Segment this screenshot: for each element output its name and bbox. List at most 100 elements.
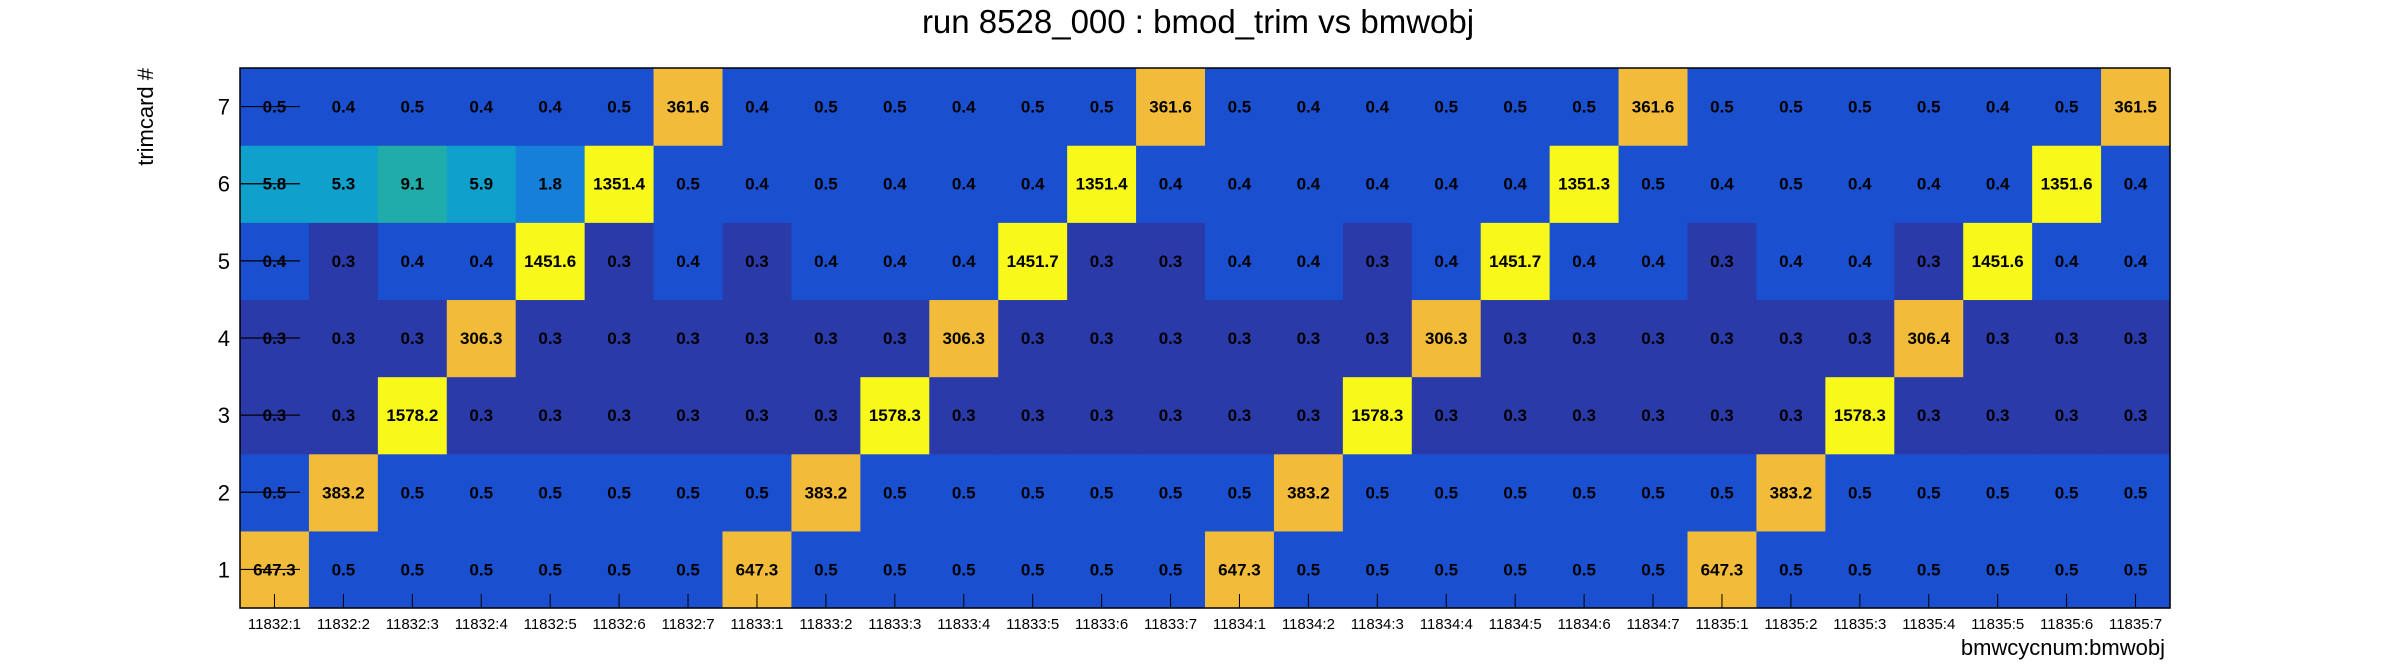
heatmap-cell [1067, 299, 1137, 378]
x-tick-label: 11834:1 [1213, 616, 1266, 633]
heatmap-cell [929, 145, 999, 223]
heatmap-cell [2032, 453, 2102, 532]
cell-value-label: 0.4 [814, 252, 838, 271]
cell-value-label: 0.5 [1917, 483, 1941, 502]
cell-value-label: 0.5 [1090, 483, 1114, 502]
cell-value-label: 0.3 [332, 252, 356, 271]
cell-value-label: 0.5 [1986, 483, 2010, 502]
heatmap-cell [1067, 145, 1137, 223]
heatmap-cell [1342, 145, 1413, 223]
x-axis-label: bmwcycnum:bmwobj [1961, 635, 2165, 660]
heatmap-cell [1756, 376, 1826, 455]
heatmap-cell [1894, 453, 1964, 532]
heatmap-cell [653, 68, 724, 146]
cell-value-label: 0.5 [1917, 560, 1941, 579]
cell-value-label: 0.3 [1917, 406, 1941, 425]
heatmap-cell [446, 299, 517, 378]
y-tick-label: 2 [218, 480, 230, 505]
cell-value-label: 0.5 [1434, 560, 1458, 579]
cell-value-label: 0.4 [1986, 175, 2010, 194]
cell-value-label: 0.5 [2124, 560, 2148, 579]
heatmap-cell [377, 145, 448, 223]
cell-value-label: 0.4 [1710, 175, 1734, 194]
cell-value-label: 0.5 [952, 560, 976, 579]
cell-value-label: 0.4 [1641, 252, 1665, 271]
heatmap-cell [929, 376, 999, 455]
heatmap-cell [722, 222, 793, 301]
cell-value-label: 0.5 [400, 560, 424, 579]
cell-value-label: 0.4 [1228, 175, 1252, 194]
heatmap-cell [446, 453, 517, 532]
heatmap-cell [377, 299, 448, 378]
heatmap-cell [515, 453, 586, 532]
cell-value-label: 0.4 [952, 98, 976, 117]
heatmap-cell [1549, 222, 1620, 301]
cell-value-label: 0.5 [400, 483, 424, 502]
cell-value-label: 0.5 [1365, 560, 1389, 579]
cell-value-label: 5.9 [469, 175, 493, 194]
heatmap-cell [1411, 453, 1482, 532]
heatmap-cell [1205, 299, 1275, 378]
cell-value-label: 0.3 [1228, 329, 1252, 348]
heatmap-cell [1687, 376, 1758, 455]
cell-value-label: 0.5 [1710, 483, 1734, 502]
cell-value-label: 1351.4 [593, 175, 646, 194]
cell-value-label: 0.4 [745, 98, 769, 117]
cell-value-label: 0.5 [469, 483, 493, 502]
cell-value-label: 0.5 [883, 483, 907, 502]
x-tick-label: 11833:2 [799, 616, 852, 633]
heatmap-cell [584, 376, 655, 455]
heatmap-cell [1549, 299, 1620, 378]
cell-value-label: 0.4 [1365, 98, 1389, 117]
x-tick-label: 11834:2 [1282, 616, 1335, 633]
cell-value-label: 0.3 [1779, 406, 1803, 425]
cell-value-label: 0.5 [814, 560, 838, 579]
cell-value-label: 306.4 [1907, 329, 1950, 348]
cell-value-label: 0.5 [676, 483, 700, 502]
cell-value-label: 0.3 [1365, 252, 1389, 271]
x-tick-label: 11833:3 [868, 616, 921, 633]
heatmap-cell [515, 376, 586, 455]
cell-value-label: 383.2 [322, 483, 365, 502]
heatmap-cell [1687, 222, 1758, 301]
heatmap-cell [1480, 145, 1551, 223]
heatmap-cell [1756, 68, 1826, 146]
heatmap-cell [1136, 453, 1206, 532]
heatmap-cell [1136, 299, 1206, 378]
heatmap-cell [1342, 68, 1413, 146]
heatmap-cell [1067, 376, 1137, 455]
heatmap-cell [1273, 299, 1344, 378]
heatmap-cell [1825, 299, 1895, 378]
heatmap-cell [1342, 376, 1413, 455]
heatmap-cell [1963, 145, 2033, 223]
cell-value-label: 0.3 [1434, 406, 1458, 425]
cell-value-label: 0.5 [1434, 483, 1458, 502]
cell-value-label: 0.5 [1986, 560, 2010, 579]
cell-value-label: 0.5 [538, 483, 562, 502]
heatmap-cell [860, 299, 930, 378]
cell-value-label: 0.5 [1641, 483, 1665, 502]
cell-value-label: 0.3 [952, 406, 976, 425]
heatmap-cell [791, 376, 861, 455]
cell-value-label: 0.3 [1090, 329, 1114, 348]
cell-value-label: 0.3 [1297, 406, 1321, 425]
heatmap-cell [1480, 376, 1551, 455]
x-tick-label: 11833:7 [1144, 616, 1197, 633]
cell-value-label: 306.3 [460, 329, 503, 348]
cell-value-label: 0.5 [1228, 483, 1252, 502]
cell-value-label: 0.3 [2124, 329, 2148, 348]
heatmap-cell [722, 68, 793, 146]
cell-value-label: 0.5 [1572, 98, 1596, 117]
cell-value-label: 0.4 [1986, 98, 2010, 117]
x-tick-label: 11833:6 [1075, 616, 1128, 633]
heatmap-cell [515, 68, 586, 146]
cell-value-label: 0.4 [332, 98, 356, 117]
heatmap-cell [1756, 299, 1826, 378]
heatmap-cell [653, 376, 724, 455]
heatmap-cell [1136, 68, 1206, 146]
heatmap-cell [1273, 453, 1344, 532]
cell-value-label: 0.4 [952, 175, 976, 194]
cell-value-label: 0.4 [538, 98, 562, 117]
cell-value-label: 361.6 [667, 98, 710, 117]
